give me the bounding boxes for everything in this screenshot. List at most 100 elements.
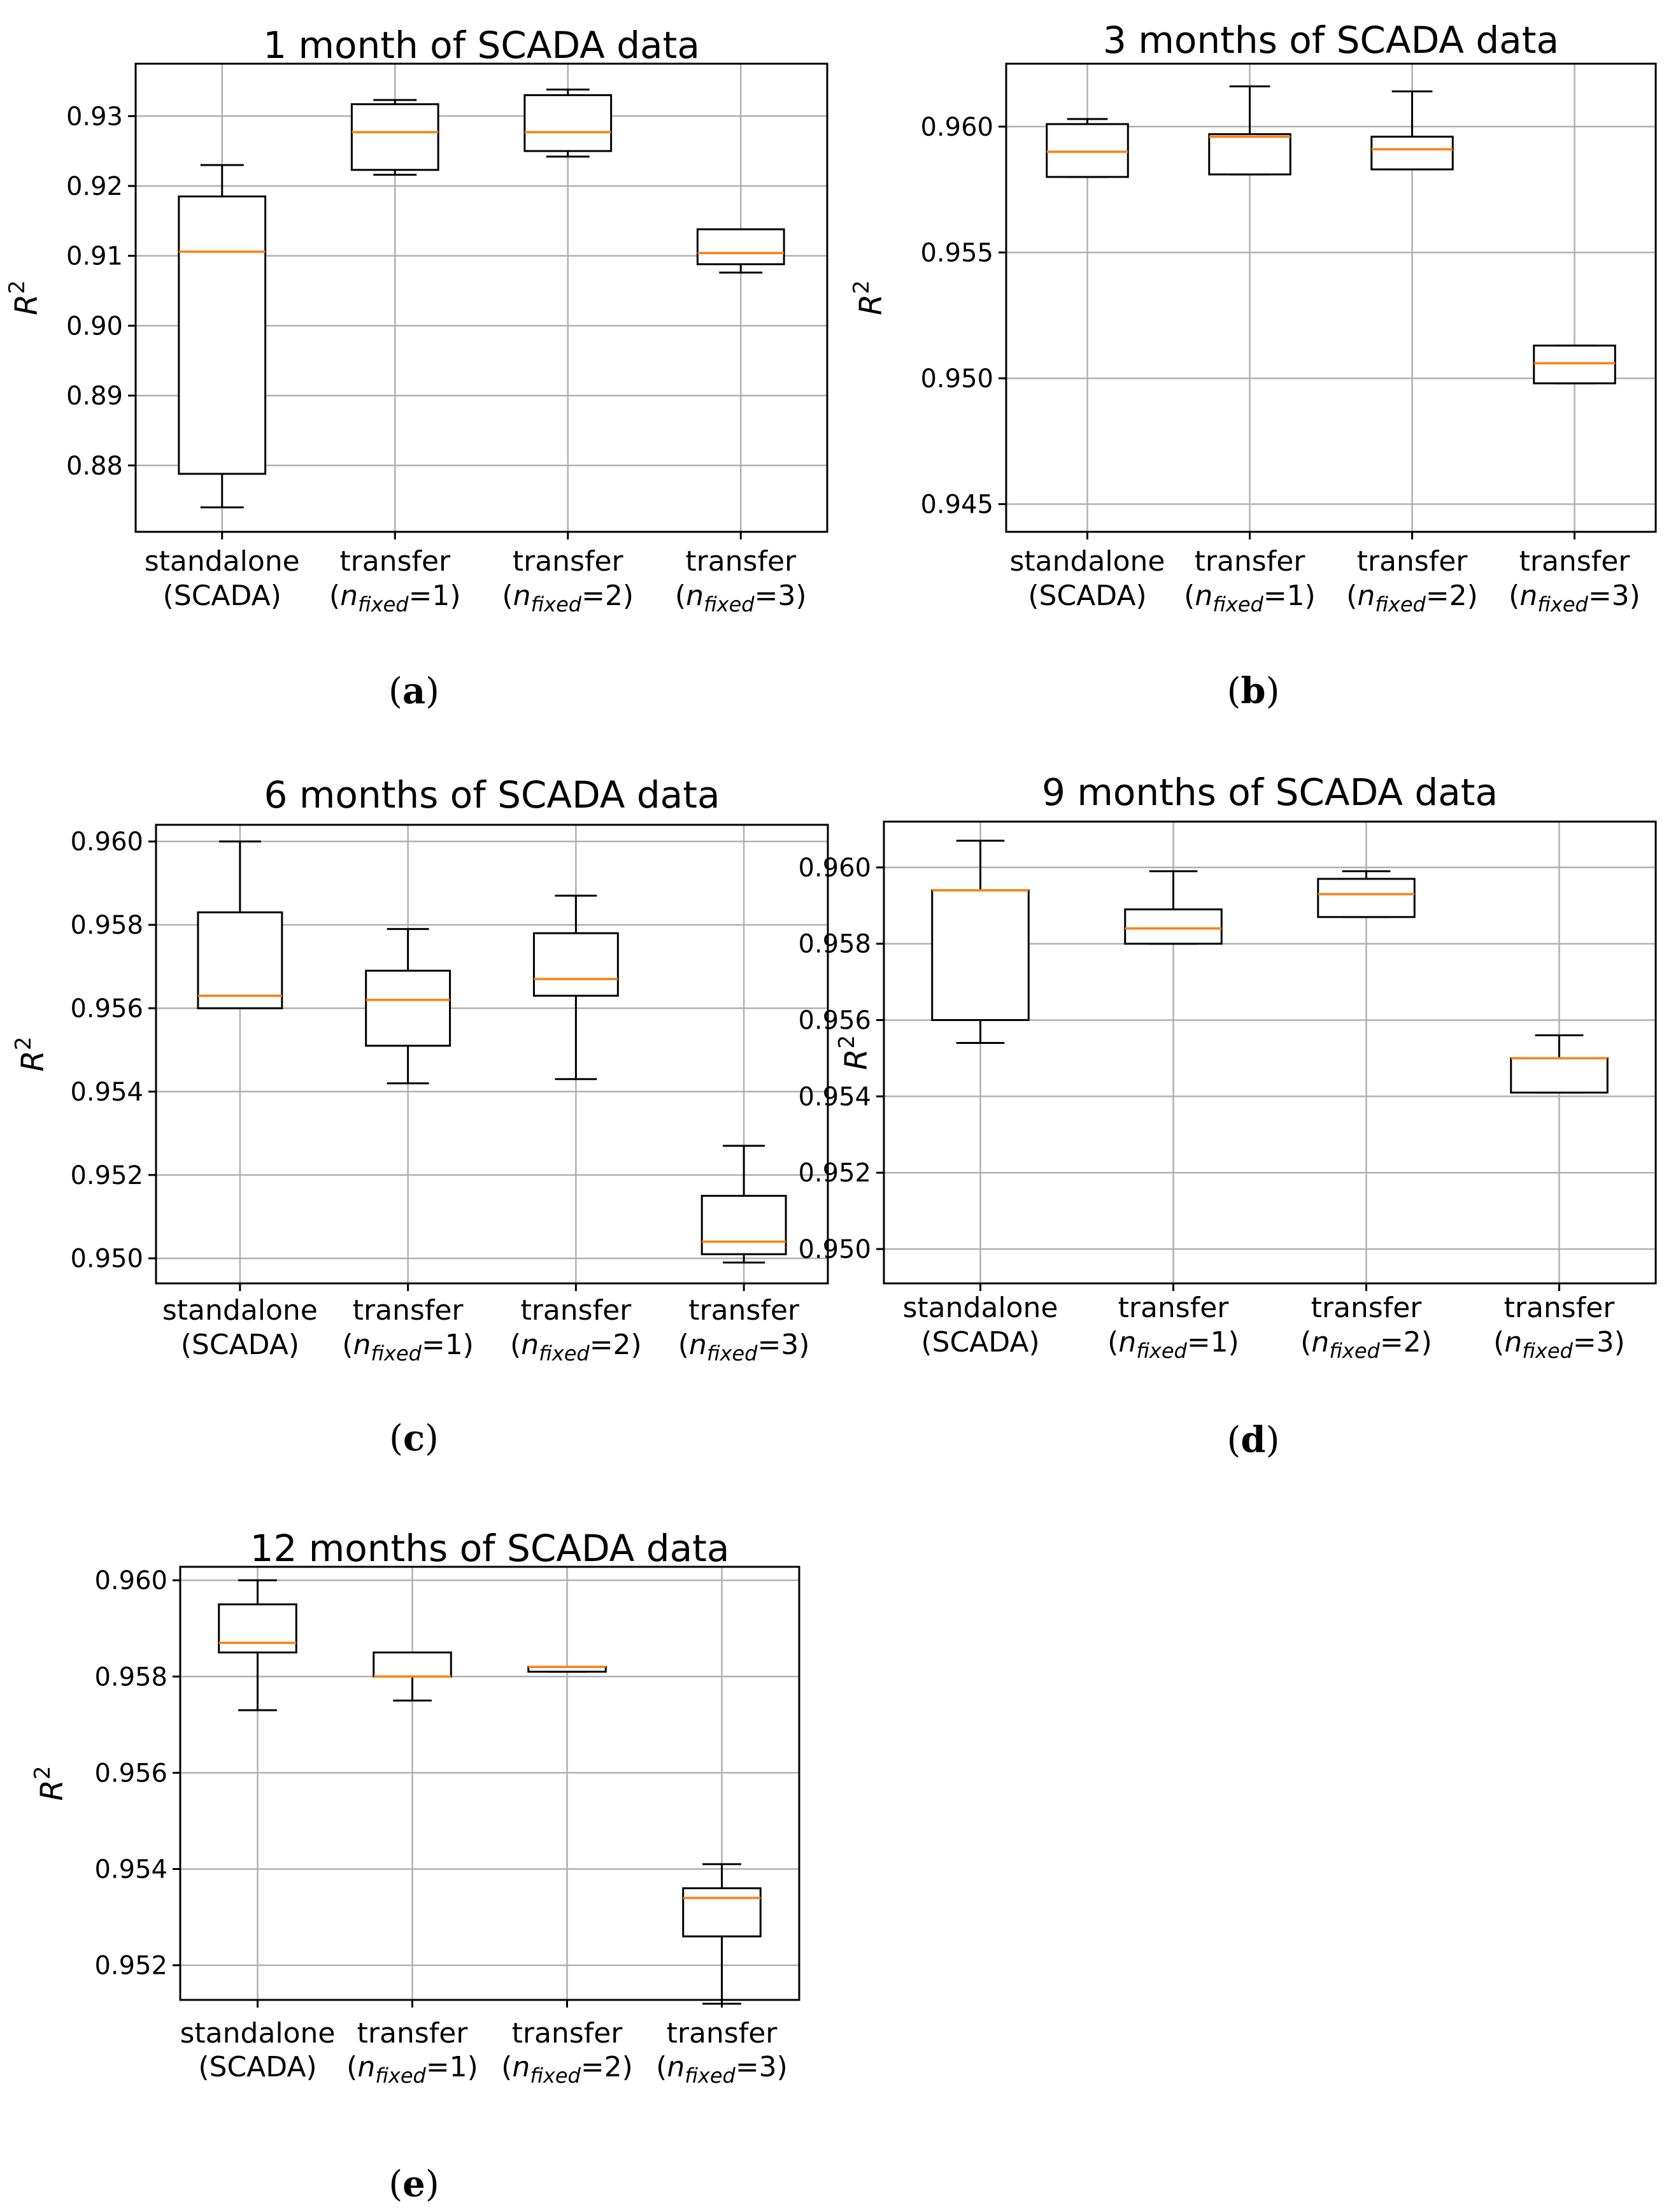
x-tick-label-line2: (nfixed=3) [675,580,807,617]
panel-c: 0.950 0.952 0.954 0.956 0.958 0.960 standalone… [11,773,829,1459]
box-iqr [197,911,283,1010]
panel-caption: (d) [1227,1419,1280,1461]
y-tick-label: 0.956 [798,1006,871,1036]
y-tick-label: 0.955 [920,238,993,268]
y-axis-label: R2 [849,280,889,315]
x-tick-label-line1: transfer [1357,545,1468,578]
y-tick-label: 0.950 [798,1235,871,1264]
x-tick-label-line2: (SCADA) [1028,580,1146,612]
box-iqr [523,94,613,152]
y-axis-label: R2 [11,1037,51,1072]
x-tick-label-line2: (nfixed=3) [678,1329,810,1366]
box-iqr [1124,908,1223,945]
x-tick-label-line2: (nfixed=2) [502,580,634,617]
axes-frame [134,62,828,533]
y-tick-label: 0.89 [66,382,123,411]
x-tick-label-line2: (nfixed=3) [656,2051,788,2088]
box-4 [696,228,785,274]
y-tick-label: 0.954 [70,1078,143,1107]
box-2 [1208,85,1291,176]
box-3 [1370,90,1454,171]
y-tick-label: 0.954 [94,1855,167,1884]
x-tick-label-line1: standalone [902,1292,1058,1324]
box-iqr [532,932,619,997]
grid [180,1567,799,2000]
chart-title: 9 months of SCADA data [1042,771,1498,814]
x-tick-label-line2: (nfixed=1) [1184,580,1316,617]
y-tick-label: 0.952 [798,1159,871,1188]
x-tick-label-line1: transfer [339,545,451,578]
panel-caption: (e) [388,2163,439,2205]
y-tick-label: 0.958 [94,1662,167,1692]
axes-frame [1005,62,1657,533]
panel-caption: (b) [1227,670,1280,712]
panel-caption: (c) [389,1417,439,1459]
y-tick-label: 0.954 [798,1082,871,1111]
y-tick-label: 0.960 [798,853,871,883]
x-tick-label-line1: transfer [685,545,797,578]
box-2 [365,928,451,1085]
x-tick-label-line1: transfer [353,1294,464,1327]
box-4 [682,1863,762,2005]
box-2 [1124,870,1223,945]
y-tick-label: 0.92 [66,172,123,201]
x-tick-label-line2: (nfixed=3) [1493,1326,1625,1363]
panel-caption: (a) [388,670,439,712]
box-iqr [1046,123,1129,178]
y-axis-label: R2 [834,1035,874,1070]
x-tick-label-line2: (nfixed=1) [329,580,461,617]
y-tick-label: 0.88 [66,452,123,481]
chart-title: 6 months of SCADA data [264,773,720,817]
box-iqr [1533,345,1616,385]
y-tick-label: 0.945 [920,490,993,520]
axes-frame [155,824,829,1285]
y-tick-label: 0.950 [920,364,993,394]
box-1 [1046,118,1129,178]
y-tick-label: 0.958 [70,911,143,940]
y-tick-label: 0.960 [920,113,993,142]
box-iqr [700,1195,787,1255]
box-4 [1533,345,1616,385]
axes-frame [179,1566,800,2001]
x-tick-label-line1: transfer [1504,1292,1616,1324]
y-axis-label: R2 [4,280,45,315]
box-iqr [365,969,451,1047]
x-tick-label-line1: standalone [180,2017,335,2050]
x-tick-label-line1: transfer [1519,545,1631,578]
x-tick-label-line1: transfer [520,1294,632,1327]
panel-d: 0.950 0.952 0.954 0.956 0.958 0.960 standalone… [798,771,1657,1461]
y-tick-label: 0.90 [66,311,123,341]
y-tick-label: 0.93 [66,102,123,131]
x-tick-label-line2: (SCADA) [181,1329,299,1361]
y-tick-label: 0.960 [94,1566,167,1595]
x-tick-label-line1: transfer [357,2017,469,2050]
y-tick-label: 0.952 [70,1161,143,1190]
box-1 [218,1579,297,1711]
y-tick-label: 0.950 [70,1245,143,1274]
box-iqr [373,1651,452,1678]
y-tick-label: 0.952 [94,1952,167,1981]
x-tick-label-line1: standalone [1009,545,1165,578]
y-axis-label: R2 [30,1766,70,1801]
x-tick-label-line1: transfer [1118,1292,1230,1324]
x-tick-label-line2: (SCADA) [198,2051,316,2083]
x-tick-label-line1: standalone [145,545,300,578]
box-iqr [682,1887,762,1937]
y-tick-label: 0.958 [798,930,871,959]
x-tick-label-line2: (nfixed=2) [510,1329,642,1366]
box-4 [1510,1034,1609,1094]
x-tick-label-line2: (SCADA) [163,580,281,612]
y-tick-label: 0.956 [70,994,143,1024]
box-1 [931,839,1030,1045]
axes-frame [883,820,1657,1285]
x-tick-label-line2: (nfixed=3) [1509,580,1640,617]
x-tick-label-line1: standalone [162,1294,318,1327]
box-iqr [1317,878,1416,918]
box-2 [373,1651,452,1702]
box-iqr [1510,1057,1609,1094]
box-iqr [178,195,267,475]
chart-title: 3 months of SCADA data [1103,18,1559,62]
box-4 [700,1145,787,1264]
x-tick-label-line2: (nfixed=1) [346,2051,478,2088]
